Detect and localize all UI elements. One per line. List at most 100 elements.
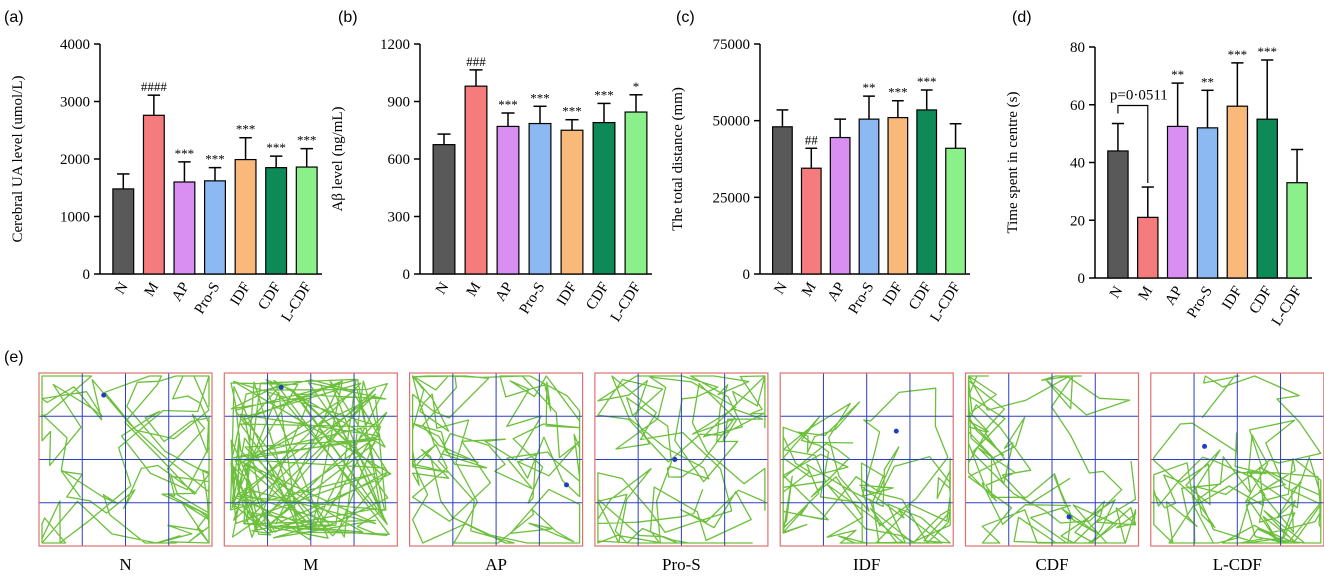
x-tick-label: M (799, 280, 820, 300)
x-tick-label: N (772, 280, 791, 298)
y-tick-label: 75000 (713, 37, 751, 53)
significance-label: *** (175, 146, 195, 161)
y-tick-label: 60 (1070, 98, 1085, 114)
track-label: L-CDF (1213, 555, 1262, 574)
x-tick-label: L-CDF (279, 280, 316, 325)
x-tick-label: L-CDF (1269, 284, 1306, 329)
y-tick-label: 1000 (60, 210, 90, 226)
track-image (966, 373, 1139, 546)
y-tick-label: 50000 (713, 114, 751, 130)
x-tick-label: M (464, 280, 485, 300)
bar (1138, 217, 1158, 278)
y-tick-label: 25000 (713, 190, 751, 206)
significance-label: *** (594, 87, 614, 102)
significance-label: *** (888, 85, 908, 100)
y-axis-label: The total distance (mm) (670, 87, 686, 231)
bar (235, 160, 256, 274)
x-tick-label: AP (493, 280, 517, 305)
bar (1287, 183, 1307, 278)
bar (830, 138, 850, 274)
x-tick-label: Pro-S (517, 280, 549, 317)
figure: (a) Cerebral UA level (umol/L) 0 1000 2000 30… (0, 0, 1324, 577)
bar (917, 110, 937, 274)
bar (174, 182, 195, 274)
start-dot (894, 429, 899, 434)
track-image (39, 373, 212, 546)
x-tick-label: CDF (906, 280, 935, 313)
track-label: Pro-S (662, 555, 701, 574)
y-tick-label: 3000 (60, 95, 90, 111)
bar (859, 119, 879, 274)
y-tick-label: 80 (1070, 40, 1085, 56)
significance-label: ## (805, 132, 819, 147)
bar (143, 115, 164, 274)
panel-label: (c) (676, 9, 695, 26)
x-tick-label: Pro-S (192, 280, 224, 317)
x-tick-label: M (1136, 284, 1157, 304)
bar (529, 124, 551, 274)
x-tick-label: Pro-S (846, 280, 878, 317)
panel-label: (e) (4, 349, 24, 366)
bar (946, 148, 966, 274)
x-tick-label: IDF (228, 280, 254, 309)
panel-label: (a) (4, 9, 24, 26)
start-dot (564, 482, 569, 487)
bar (1227, 106, 1247, 278)
panel-label: (d) (1012, 9, 1032, 26)
track-image (595, 373, 768, 546)
bar (1167, 126, 1187, 278)
y-tick-label: 40 (1070, 156, 1085, 172)
y-tick-label: 300 (388, 210, 411, 226)
y-tick-label: 2000 (60, 152, 90, 168)
y-axis-label: Aβ level (ng/mL) (330, 106, 346, 211)
bar (266, 168, 287, 274)
significance-label: *** (498, 97, 518, 112)
track-label: M (303, 555, 318, 574)
track-image (410, 373, 583, 546)
y-tick-label: 0 (403, 267, 411, 283)
x-tick-label: IDF (880, 280, 906, 309)
bar (1108, 151, 1128, 278)
x-tick-label: AP (1162, 284, 1186, 309)
significance-label: #### (141, 79, 168, 94)
bar (625, 112, 647, 274)
x-tick-label: CDF (1247, 284, 1276, 317)
x-tick-label: M (142, 280, 163, 300)
significance-label: *** (530, 90, 550, 105)
start-dot (1067, 514, 1072, 519)
y-tick-label: 4000 (60, 37, 90, 53)
start-dot (279, 385, 284, 390)
x-tick-label: IDF (1219, 284, 1245, 313)
x-tick-label: L-CDF (927, 280, 964, 325)
bar (1257, 119, 1277, 278)
significance-label: ** (863, 80, 876, 95)
x-tick-label: N (433, 280, 452, 298)
x-tick-label: L-CDF (608, 280, 645, 325)
track-image (224, 373, 397, 546)
bar (1197, 128, 1217, 278)
significance-label: * (633, 79, 640, 94)
x-tick-label: Pro-S (1184, 284, 1216, 321)
significance-label: *** (236, 122, 256, 137)
y-tick-label: 0 (743, 267, 751, 283)
track-image (1151, 373, 1324, 546)
bar (465, 86, 487, 274)
y-tick-label: 900 (388, 95, 411, 111)
significance-label: *** (1228, 47, 1248, 62)
significance-label: *** (205, 152, 225, 167)
track-label: N (119, 555, 131, 574)
y-tick-label: 600 (388, 152, 411, 168)
bar (593, 123, 615, 274)
track-image (780, 373, 953, 546)
significance-label: *** (297, 133, 317, 148)
track-label: AP (485, 555, 507, 574)
bar (497, 126, 519, 274)
x-tick-label: CDF (583, 280, 612, 313)
bar (773, 127, 793, 274)
track-label: CDF (1035, 555, 1068, 574)
significance-label: ### (466, 54, 486, 69)
significance-label: *** (562, 104, 582, 119)
significance-label: *** (1257, 44, 1277, 59)
y-axis-label: Cerebral UA level (umol/L) (10, 75, 26, 242)
start-dot (1202, 444, 1207, 449)
